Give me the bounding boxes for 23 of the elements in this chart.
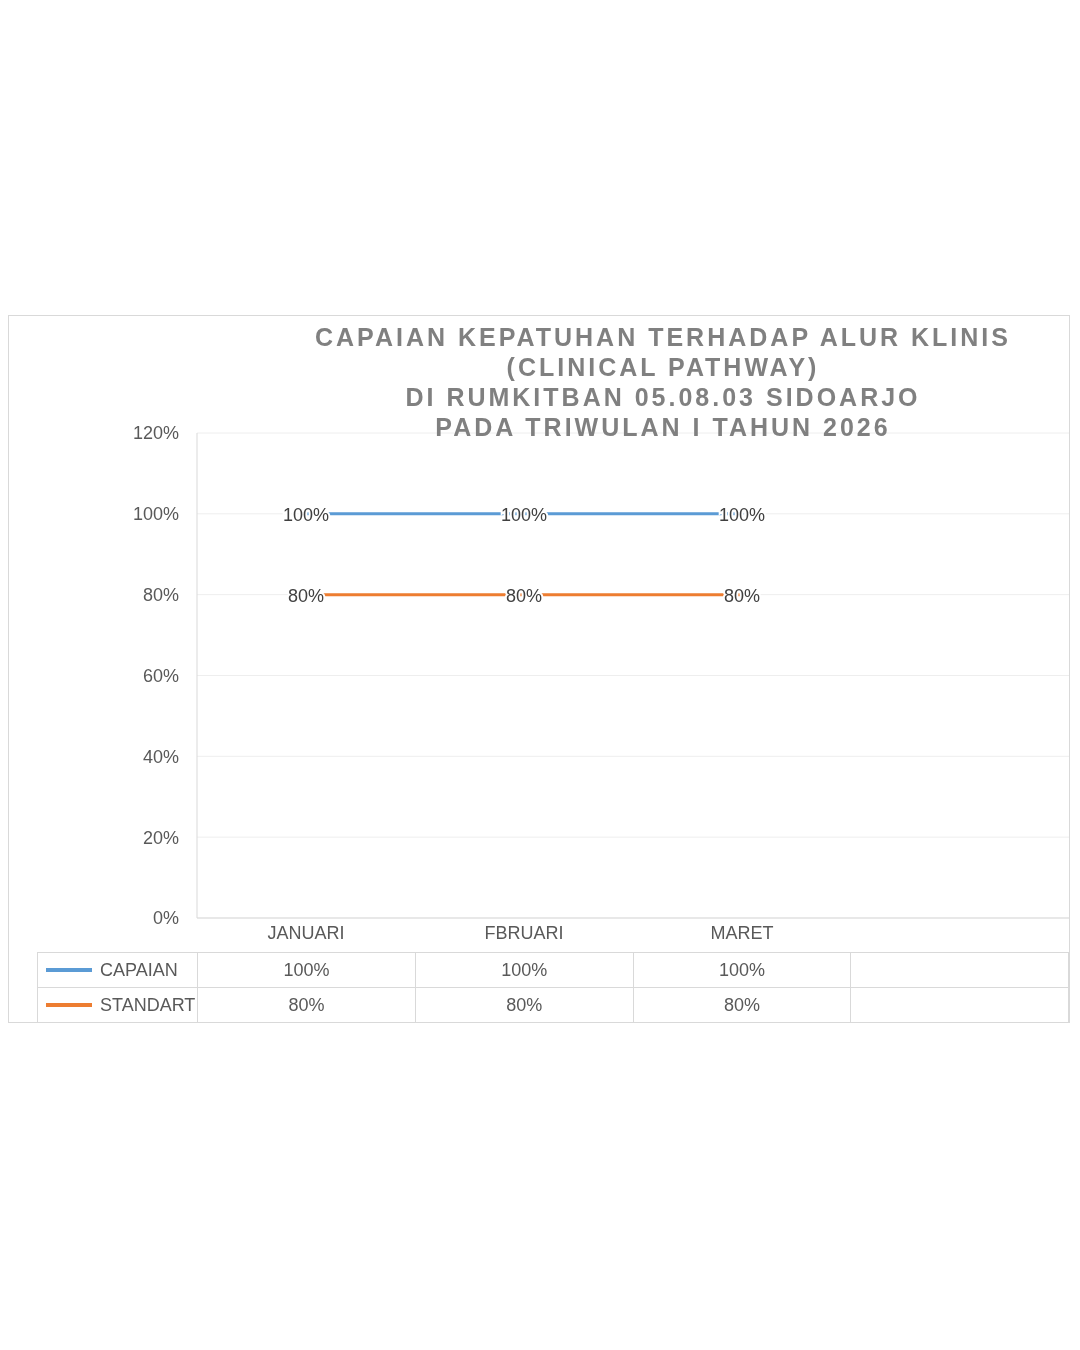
- y-tick-label: 60%: [142, 665, 179, 686]
- x-tick-label: MARET: [710, 922, 774, 943]
- data-label: 80%: [198, 988, 416, 1022]
- x-tick-label: FBRUARI: [484, 922, 564, 943]
- text: 100%: [282, 504, 330, 525]
- data-label: 80%: [633, 988, 852, 1022]
- y-tick-label: 20%: [142, 827, 179, 848]
- y-tick-label: 0%: [152, 908, 179, 929]
- y-tick-label: 80%: [142, 585, 179, 606]
- data-label: 100%: [198, 953, 416, 987]
- data-label: 80%: [415, 988, 634, 1022]
- y-tick-label: 120%: [132, 423, 179, 444]
- text: 80%: [723, 585, 761, 606]
- chart-title: CAPAIAN KEPATUHAN TERHADAP ALUR KLINIS (CLINICAL PATHWAY) DI RUMKITBAN 05.08.03 SIDOARJO PADA TRIWULAN I TAHUN 2026: [314, 322, 1012, 442]
- y-tick-label: 40%: [142, 746, 179, 767]
- legend-label: CAPAIAN: [100, 959, 178, 981]
- legend-label: STANDART: [100, 994, 196, 1016]
- y-tick-label: 100%: [132, 504, 179, 525]
- data-label: 100%: [633, 953, 852, 987]
- text: 80%: [287, 585, 325, 606]
- x-tick-label: JANUARI: [267, 922, 345, 943]
- text: 100%: [718, 504, 766, 525]
- data-label: 100%: [415, 953, 634, 987]
